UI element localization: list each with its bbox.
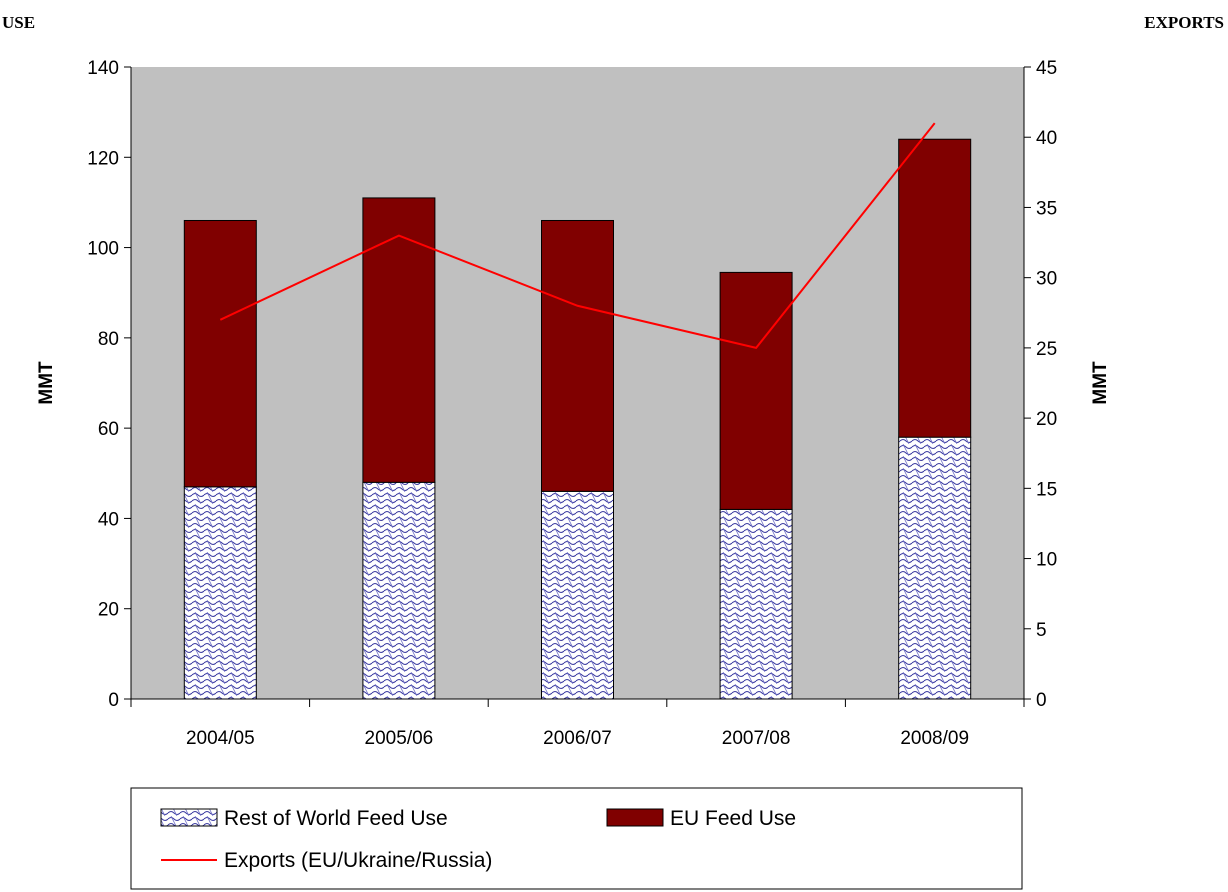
axes-layer: 0 20 40 60 80 100 120 140 0 5 10 15 20 25 30 35 40 45 2004… — [87, 58, 1057, 749]
line-layer — [219, 122, 936, 350]
y-right-tick-label: 10 — [1036, 550, 1057, 571]
y-left-tick-label: 40 — [98, 509, 119, 530]
y-left-tick-label: 140 — [87, 58, 119, 79]
bar-rest-of-world-2006-07 — [541, 490, 614, 700]
y-right-tick-label: 30 — [1036, 269, 1057, 290]
y-right-tick-label: 5 — [1036, 620, 1047, 641]
x-tick-label: 2008/09 — [900, 728, 969, 749]
y-right-tick-label: 0 — [1036, 690, 1047, 711]
y-right-tick-label: 15 — [1036, 479, 1057, 500]
y-right-tick-label: 35 — [1036, 198, 1057, 219]
x-tick-label: 2006/07 — [543, 728, 612, 749]
legend-label-rest-of-world: Rest of World Feed Use — [224, 807, 448, 830]
legend-box — [130, 787, 1023, 890]
y-left-tick-label: 80 — [98, 329, 119, 350]
left-corner-title: USE — [2, 13, 35, 32]
y-left-tick-label: 0 — [108, 690, 119, 711]
bar-eu-feed-use-2008-09 — [898, 138, 972, 438]
bar-eu-feed-use-2005-06 — [362, 197, 436, 483]
y-left-tick-label: 100 — [87, 239, 119, 260]
bar-eu-feed-use-2004-05 — [183, 219, 257, 488]
bar-eu-feed-use-2007-08 — [719, 271, 793, 510]
x-tick-label: 2005/06 — [365, 728, 434, 749]
y-axis-left-title: MMT — [36, 361, 57, 405]
bar-rest-of-world-2007-08 — [719, 508, 793, 700]
y-axis-right-title: MMT — [1090, 361, 1111, 405]
y-right-tick-label: 40 — [1036, 128, 1057, 149]
bar-rest-of-world-2008-09 — [898, 436, 972, 700]
y-left-tick-label: 60 — [98, 419, 119, 440]
bars-layer — [183, 138, 972, 700]
y-right-tick-label: 20 — [1036, 409, 1057, 430]
bar-rest-of-world-2004-05 — [183, 486, 257, 700]
legend-label-eu-feed-use: EU Feed Use — [670, 807, 796, 830]
legend-label-exports: Exports (EU/Ukraine/Russia) — [224, 849, 492, 872]
legend-swatch-eu-feed-use — [606, 808, 664, 827]
legend: Rest of World Feed Use EU Feed Use Expor… — [130, 787, 1023, 890]
y-left-tick-label: 20 — [98, 600, 119, 621]
line-exports — [219, 122, 936, 350]
bar-eu-feed-use-2006-07 — [541, 219, 614, 492]
legend-swatch-rest-of-world — [160, 808, 218, 827]
y-right-tick-label: 45 — [1036, 58, 1057, 79]
y-left-tick-label: 120 — [87, 148, 119, 169]
x-tick-label: 2007/08 — [722, 728, 791, 749]
right-corner-title: EXPORTS — [1144, 13, 1224, 32]
x-tick-label: 2004/05 — [186, 728, 255, 749]
y-right-tick-label: 25 — [1036, 339, 1057, 360]
bar-rest-of-world-2005-06 — [362, 481, 436, 700]
